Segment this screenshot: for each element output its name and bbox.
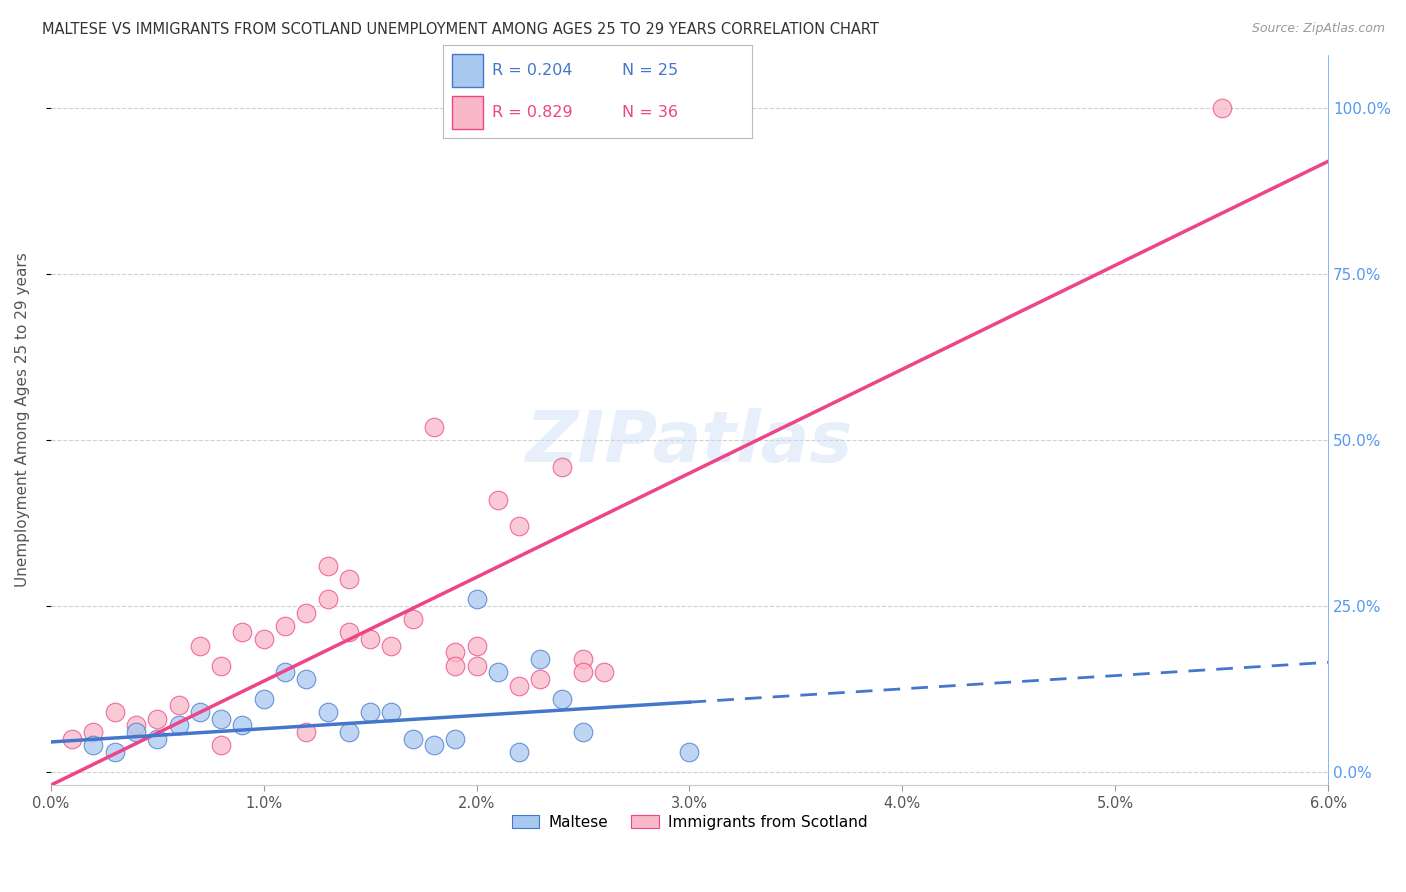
Text: R = 0.829: R = 0.829 bbox=[492, 105, 574, 120]
Point bbox=[125, 718, 148, 732]
Point bbox=[529, 652, 551, 666]
Point bbox=[82, 725, 104, 739]
Point bbox=[402, 731, 425, 746]
Text: R = 0.204: R = 0.204 bbox=[492, 62, 572, 78]
Point bbox=[104, 705, 127, 719]
Point bbox=[316, 705, 339, 719]
Point bbox=[444, 645, 467, 659]
Point bbox=[167, 718, 190, 732]
Point bbox=[188, 705, 211, 719]
Point bbox=[572, 665, 595, 680]
Point bbox=[337, 625, 360, 640]
Point bbox=[146, 731, 169, 746]
Bar bbox=[453, 54, 484, 87]
Legend: Maltese, Immigrants from Scotland: Maltese, Immigrants from Scotland bbox=[506, 808, 873, 836]
Point bbox=[402, 612, 425, 626]
Point bbox=[146, 712, 169, 726]
Point bbox=[423, 739, 446, 753]
Point bbox=[295, 606, 318, 620]
Point bbox=[337, 573, 360, 587]
Text: Source: ZipAtlas.com: Source: ZipAtlas.com bbox=[1251, 22, 1385, 36]
Point bbox=[231, 625, 253, 640]
Point bbox=[253, 632, 276, 646]
Point bbox=[444, 658, 467, 673]
Point bbox=[572, 725, 595, 739]
Point bbox=[551, 459, 574, 474]
Point bbox=[337, 725, 360, 739]
Point bbox=[104, 745, 127, 759]
Point bbox=[316, 559, 339, 574]
Point bbox=[316, 592, 339, 607]
Point bbox=[486, 492, 509, 507]
Point bbox=[231, 718, 253, 732]
Point bbox=[125, 725, 148, 739]
Point bbox=[1211, 101, 1233, 115]
Text: N = 36: N = 36 bbox=[623, 105, 678, 120]
Point bbox=[486, 665, 509, 680]
Point bbox=[529, 672, 551, 686]
Point bbox=[359, 632, 381, 646]
Point bbox=[274, 619, 297, 633]
Point bbox=[465, 639, 488, 653]
Point bbox=[551, 691, 574, 706]
Point bbox=[508, 745, 530, 759]
Point bbox=[444, 731, 467, 746]
Point bbox=[167, 698, 190, 713]
Point bbox=[678, 745, 700, 759]
Point bbox=[423, 419, 446, 434]
Bar bbox=[453, 96, 484, 129]
Point bbox=[253, 691, 276, 706]
Point bbox=[82, 739, 104, 753]
Point bbox=[209, 739, 232, 753]
Point bbox=[188, 639, 211, 653]
Y-axis label: Unemployment Among Ages 25 to 29 years: Unemployment Among Ages 25 to 29 years bbox=[15, 252, 30, 588]
Text: MALTESE VS IMMIGRANTS FROM SCOTLAND UNEMPLOYMENT AMONG AGES 25 TO 29 YEARS CORRE: MALTESE VS IMMIGRANTS FROM SCOTLAND UNEM… bbox=[42, 22, 879, 37]
Text: ZIPatlas: ZIPatlas bbox=[526, 408, 853, 476]
Point bbox=[295, 725, 318, 739]
Point bbox=[380, 705, 402, 719]
Point bbox=[465, 658, 488, 673]
Point bbox=[593, 665, 616, 680]
Point bbox=[636, 101, 658, 115]
Point bbox=[209, 658, 232, 673]
Point bbox=[572, 652, 595, 666]
Point bbox=[60, 731, 83, 746]
Point bbox=[295, 672, 318, 686]
Text: N = 25: N = 25 bbox=[623, 62, 679, 78]
Point bbox=[209, 712, 232, 726]
Point bbox=[508, 519, 530, 533]
Point bbox=[380, 639, 402, 653]
Point bbox=[359, 705, 381, 719]
Point bbox=[274, 665, 297, 680]
Point bbox=[508, 679, 530, 693]
Point bbox=[465, 592, 488, 607]
